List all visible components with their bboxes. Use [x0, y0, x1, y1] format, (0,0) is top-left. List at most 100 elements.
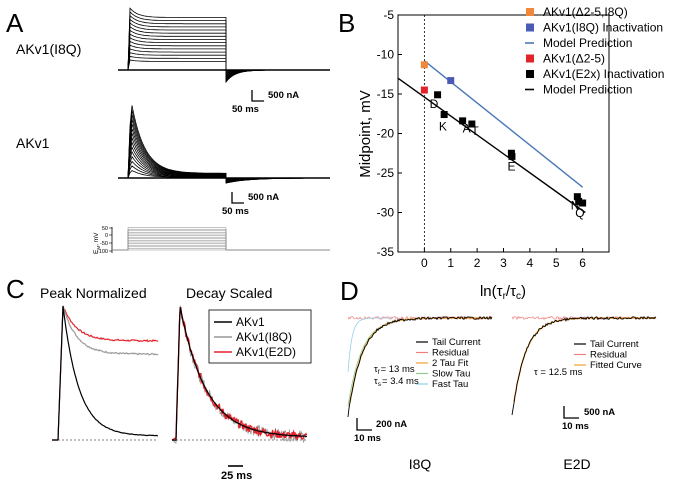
caption-e2d: E2D [563, 456, 590, 472]
protocol-step [112, 244, 330, 251]
scalebar-mid-time: 50 ms [222, 206, 249, 217]
protocol-step [112, 227, 330, 251]
x-tick-label: 4 [527, 256, 534, 270]
point-label: D [430, 97, 439, 111]
tail-fit-i8q [347, 315, 493, 418]
legend-d-label: Fitted Curve [590, 360, 642, 371]
data-point [573, 193, 581, 201]
panel-a-letter: A [6, 8, 24, 38]
tau-slow-label: τs= 3.4 ms [374, 376, 419, 388]
protocol-step [112, 232, 330, 251]
trace-label-i8q: AKv1(I8Q) [16, 41, 81, 57]
x-tick-label: 3 [500, 256, 507, 270]
current-traces-akv1 [118, 105, 330, 184]
legend-d-label: Fast Tau [432, 379, 468, 390]
point-label: A [463, 122, 471, 136]
fast-tau-trace [347, 317, 393, 372]
scalebar-d-left-current: 200 nA [376, 419, 407, 430]
y-tick-label: -35 [377, 245, 395, 259]
axes-ticks: 0 1 2 3 4 5 6 -5 -10 -15 -20 -25 -30 -35 [377, 8, 587, 270]
panel-b: B 0 1 2 3 4 5 6 -5 -10 -15 -20 -25 -30 -35 DK A T E NQ Mi… [338, 5, 664, 302]
panel-b-letter: B [338, 8, 355, 38]
i8q-trace [127, 48, 330, 74]
x-tick-label: 0 [421, 256, 428, 270]
legend-c-label: AKv1(I8Q) [236, 330, 292, 344]
panel-d-letter: D [340, 276, 359, 306]
scalebar-d-left [356, 418, 372, 431]
legend-label: AKv1(E2x) Inactivation [543, 67, 664, 81]
tail-current-trace [347, 315, 493, 418]
scalebar-mid: 500 nA 50 ms [222, 192, 279, 217]
legend-marker [526, 54, 534, 63]
panel-c: C Peak Normalized Decay Scaled AKv1AKv1(… [6, 274, 312, 482]
y-tick-label: -25 [377, 166, 395, 180]
trace-akv1 [52, 306, 159, 441]
point-label: T [471, 124, 479, 138]
scalebar-d-right [563, 406, 579, 419]
y-tick-label: -20 [377, 127, 395, 141]
data-point [575, 197, 583, 205]
voltage-protocol: 50 0 -50 -100 EM, mV [93, 226, 330, 255]
point-label: N [571, 198, 580, 212]
data-point [579, 199, 587, 207]
legend-d-label: Tail Current [432, 337, 481, 348]
data-point [447, 77, 455, 85]
scalebar-top-current: 500 nA [268, 90, 299, 101]
legend-c-label: AKv1(E2D) [236, 345, 296, 359]
legend-label: Model Prediction [543, 36, 632, 50]
data-point [420, 61, 428, 69]
data-point [468, 120, 476, 128]
protocol-tick-m100: -100 [97, 249, 108, 255]
x-tick-label: 6 [579, 256, 586, 270]
x-tick-label: 5 [553, 256, 560, 270]
scalebar-mid-current: 500 nA [248, 192, 279, 203]
legend-marker [526, 70, 534, 78]
protocol-step [112, 235, 330, 251]
protocol-tick-0: 0 [105, 233, 108, 239]
legend-label: AKv1(Δ2-5,I8Q) [543, 5, 628, 19]
trace-akv1-scaled [171, 307, 307, 441]
legend-marker [526, 8, 534, 16]
data-point [508, 152, 516, 160]
legend: AKv1(Δ2-5,I8Q) AKv1(I8Q) InactivationMode… [525, 5, 664, 97]
scalebar-d-left-time: 10 ms [354, 433, 381, 444]
decay-scaled-traces [171, 305, 308, 444]
protocol-ylabel: EM, mV [93, 232, 101, 254]
panel-a: A AKv1(I8Q) AKv1 500 nA 50 ms 500 nA 50 … [6, 7, 330, 255]
x-axis-label: ln(τr/τc) [480, 283, 526, 302]
trace-e2d [52, 305, 159, 441]
y-tick-label: -15 [377, 87, 395, 101]
x-tick-label: 1 [447, 256, 454, 270]
title-peak-normalized: Peak Normalized [40, 285, 147, 301]
data-point [459, 117, 467, 125]
i8q-trace [127, 52, 330, 73]
caption-i8q: I8Q [409, 456, 432, 472]
legend-label: AKv1(I8Q) Inactivation [543, 21, 663, 35]
i8q-trace [127, 55, 330, 72]
model-prediction-line [397, 77, 586, 214]
protocol-step [112, 241, 330, 251]
data-point [420, 86, 428, 94]
legend-d-label: Slow Tau [432, 369, 470, 380]
current-traces-i8q [118, 7, 330, 84]
y-axis-label: Midpoint, mV [357, 90, 374, 178]
legend-marker [526, 23, 534, 32]
legend-label: AKv1(Δ2-5) [543, 52, 605, 66]
scalebar-c-label: 25 ms [221, 470, 252, 482]
scalebar-top: 500 nA 50 ms [232, 90, 299, 115]
tau-label-e2d: τ = 12.5 ms [534, 367, 583, 378]
panel-c-letter: C [6, 274, 25, 304]
tail-fit-e2d [511, 315, 657, 416]
trace-i8q [52, 305, 159, 441]
y-tick-label: -30 [377, 206, 395, 220]
legend-d-label: Residual [590, 350, 627, 361]
point-label: Q [575, 206, 584, 220]
y-tick-label: -5 [383, 8, 394, 22]
fit-trace [349, 317, 492, 404]
